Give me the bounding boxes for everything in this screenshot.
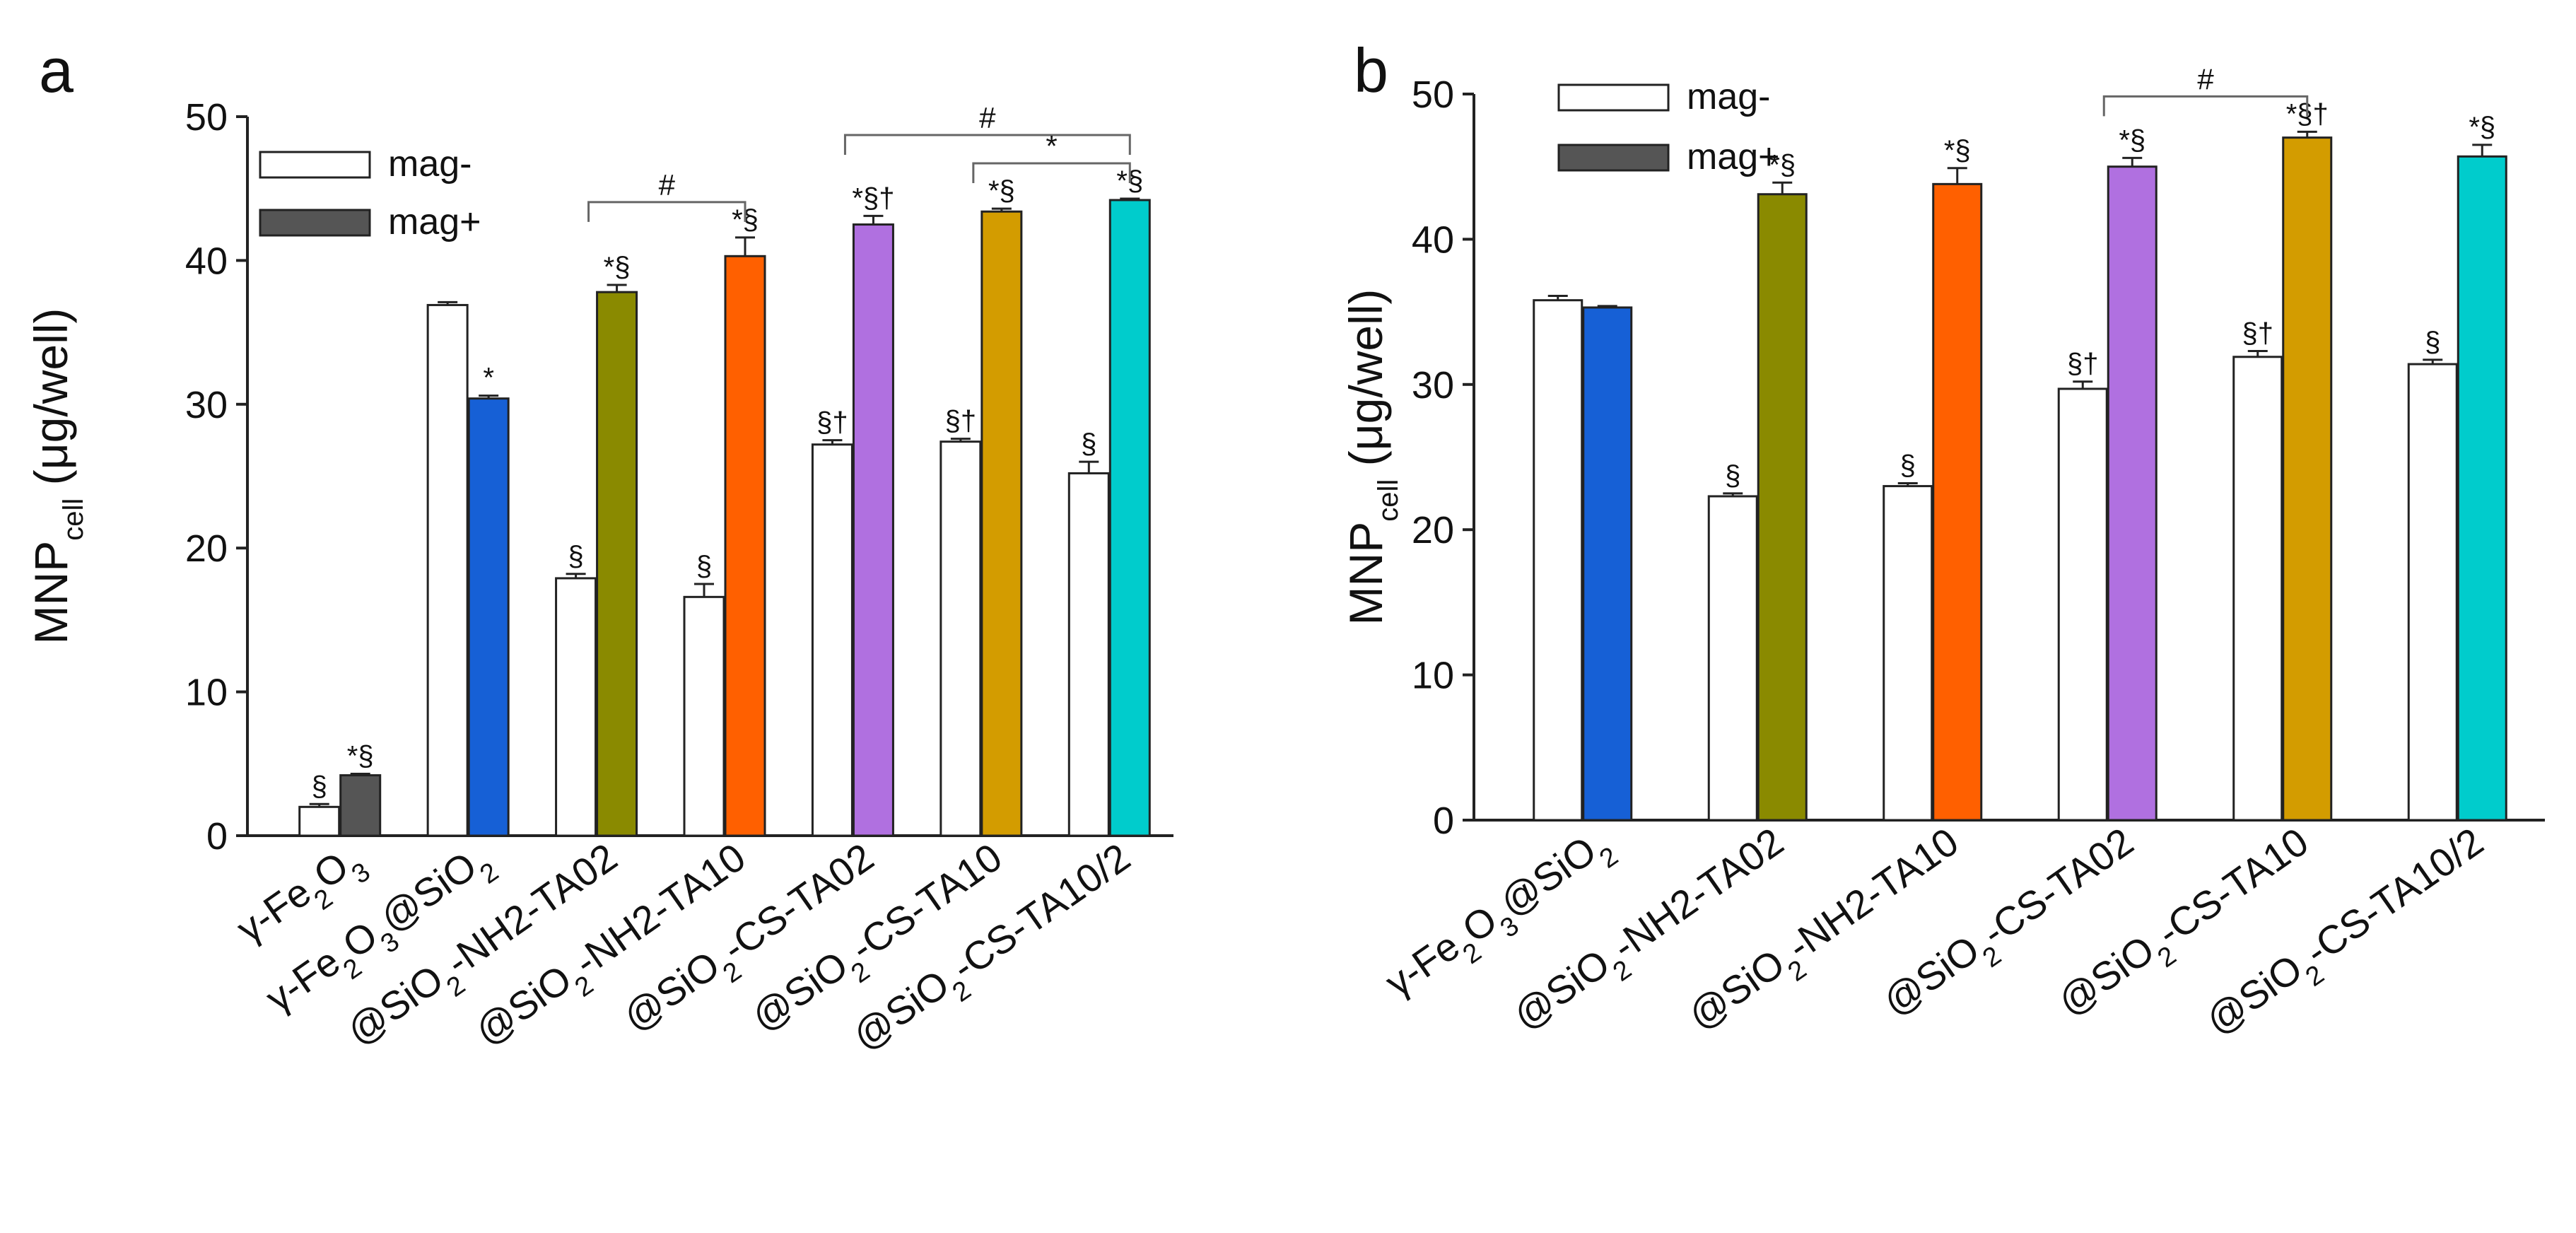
bar-magminus-5 [939, 440, 982, 837]
significance-mark: § [1081, 428, 1096, 460]
bar-magplus-3 [2107, 165, 2158, 822]
legend-swatch-mag-plus [1557, 144, 1670, 172]
significance-mark: *§ [604, 252, 631, 283]
significance-mark: § [312, 771, 327, 802]
comparison-bracket [843, 134, 1131, 155]
comparison-bracket [2102, 95, 2309, 117]
y-tick-label: 0 [1433, 800, 1454, 842]
legend-swatch-mag-minus [1557, 83, 1670, 112]
bar-magplus-5 [2457, 155, 2507, 822]
legend-swatch-mag-plus [259, 209, 371, 237]
bar-magminus-1 [426, 303, 469, 837]
significance-mark: §† [2067, 349, 2099, 380]
bar-magminus-4 [2232, 356, 2283, 822]
y-tick-label: 20 [1412, 509, 1454, 551]
bar-magminus-0 [298, 805, 341, 837]
bar-magplus-0 [339, 774, 382, 837]
significance-mark: §† [945, 406, 977, 437]
significance-mark: *§ [2469, 112, 2495, 143]
bar-magplus-4 [852, 223, 894, 837]
comparison-mark: # [979, 101, 996, 134]
y-tick-label: 0 [206, 815, 228, 858]
significance-mark: § [2425, 327, 2440, 358]
bar-magplus-1 [467, 397, 510, 837]
y-tick-label: 30 [1412, 364, 1454, 407]
bar-magminus-2 [555, 577, 597, 837]
bar-magplus-4 [2282, 136, 2333, 822]
bar-magminus-1 [1707, 495, 1758, 822]
bar-magminus-0 [1533, 299, 1583, 822]
bar-magminus-4 [811, 443, 853, 837]
significance-mark: *§ [1769, 149, 1796, 180]
bar-magplus-6 [1108, 199, 1151, 837]
significance-mark: *§† [852, 182, 894, 214]
legend-label: mag+ [1687, 136, 1780, 177]
legend-label: mag+ [388, 201, 481, 242]
significance-mark: § [1900, 450, 1916, 481]
bar-magminus-6 [1067, 472, 1110, 837]
comparison-mark: * [1046, 129, 1057, 163]
bar-magminus-3 [2057, 387, 2108, 822]
bar-magplus-2 [1932, 182, 1983, 822]
bar-magminus-3 [683, 595, 725, 837]
significance-mark: *§ [347, 741, 374, 772]
y-tick-label: 40 [185, 240, 228, 282]
y-tick-label: 20 [185, 527, 228, 570]
bar-magplus-5 [980, 210, 1023, 837]
comparison-bracket [972, 162, 1131, 183]
y-tick-label: 40 [1412, 218, 1454, 261]
legend-swatch-mag-minus [259, 151, 371, 179]
bar-magminus-5 [2407, 363, 2458, 822]
significance-mark: * [483, 363, 494, 394]
comparison-mark: # [659, 168, 676, 201]
significance-mark: § [696, 551, 712, 582]
significance-mark: *§ [1944, 135, 1971, 166]
y-tick-label: 10 [1412, 655, 1454, 697]
y-tick-label: 50 [185, 96, 228, 139]
legend-label: mag- [1687, 76, 1770, 117]
bar-magplus-1 [1757, 193, 1808, 822]
y-tick-label: 10 [185, 672, 228, 714]
bar-magplus-3 [724, 255, 766, 837]
significance-mark: § [1725, 460, 1740, 491]
panel-letter: a [39, 35, 74, 105]
y-tick-label: 30 [185, 384, 228, 426]
legend-label: mag- [388, 144, 472, 185]
significance-mark: §† [816, 407, 848, 438]
y-tick-label: 50 [1412, 74, 1454, 116]
comparison-mark: # [2197, 62, 2214, 95]
significance-mark: *§ [2119, 124, 2145, 156]
y-axis-title: MNPcell (μg/well) [25, 308, 89, 645]
bar-magplus-0 [1582, 306, 1633, 822]
bar-magminus-2 [1883, 485, 1933, 822]
legend: mag-mag+ [1557, 76, 1780, 177]
legend: mag-mag+ [259, 144, 481, 242]
y-axis-title: MNPcell (μg/well) [1340, 289, 1404, 626]
bar-magplus-2 [596, 291, 638, 837]
panel-letter: b [1354, 35, 1388, 105]
comparison-bracket [587, 201, 747, 222]
significance-mark: § [568, 541, 583, 572]
significance-mark: *§ [988, 175, 1015, 206]
significance-mark: §† [2242, 318, 2274, 349]
